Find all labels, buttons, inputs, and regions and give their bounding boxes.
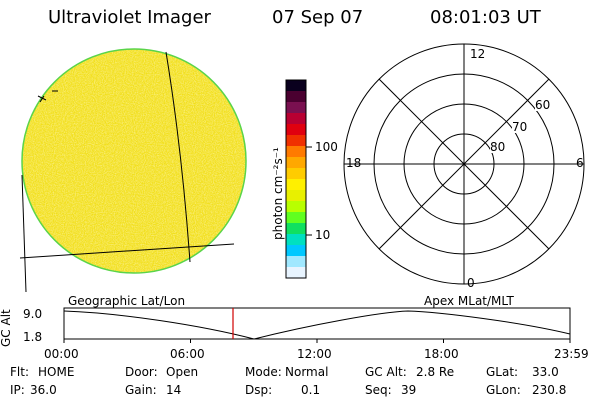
colorbar-segment bbox=[286, 234, 306, 246]
orbit-right-header: Apex MLat/MLT bbox=[424, 294, 514, 308]
info-gcalt-label: GC Alt: bbox=[365, 365, 407, 379]
info-ip-value: 36.0 bbox=[30, 383, 57, 397]
orbit-altitude-curve bbox=[63, 310, 571, 340]
info-flt-label: Flt: bbox=[10, 365, 29, 379]
instrument-title: Ultraviolet Imager bbox=[48, 7, 211, 28]
polar-label-12: 12 bbox=[470, 47, 486, 61]
colorbar-segment bbox=[286, 245, 306, 257]
colorbar-gradient bbox=[286, 80, 306, 279]
terminator-mark bbox=[37, 90, 58, 103]
info-gcalt-value: 2.8 Re bbox=[416, 365, 455, 379]
info-glon-value: 230.8 bbox=[532, 383, 567, 397]
colorbar-segment bbox=[286, 102, 306, 114]
info-mode-label: Mode: bbox=[245, 365, 282, 379]
info-door-label: Door: bbox=[125, 365, 158, 379]
orbit-left-header: Geographic Lat/Lon bbox=[68, 294, 186, 308]
colorbar-segment bbox=[286, 201, 306, 213]
polar-label-6: 6 bbox=[576, 156, 584, 170]
colorbar-segment bbox=[286, 80, 306, 92]
colorbar-tick-label-100: 100 bbox=[315, 140, 338, 154]
colorbar-segment bbox=[286, 91, 306, 103]
orbit-x-tick-label: 12:00 bbox=[297, 347, 332, 361]
orbit-x-tick-label: 18:00 bbox=[424, 347, 459, 361]
orbit-x-tick-label: 00:00 bbox=[44, 347, 79, 361]
time-label: 08:01:03 UT bbox=[430, 7, 541, 28]
info-seq-value: 39 bbox=[401, 383, 417, 397]
colorbar-segment bbox=[286, 135, 306, 147]
colorbar-segment bbox=[286, 267, 306, 279]
info-glat-label: GLat: bbox=[486, 365, 519, 379]
info-glat-value: 33.0 bbox=[532, 365, 559, 379]
colorbar-segment bbox=[286, 168, 306, 180]
colorbar-frame bbox=[285, 79, 307, 279]
colorbar-segment bbox=[286, 124, 306, 136]
info-dsp-label: Dsp: bbox=[245, 383, 273, 397]
date-label: 07 Sep 07 bbox=[272, 7, 364, 28]
colorbar-segment bbox=[286, 212, 306, 224]
colorbar-segment bbox=[286, 223, 306, 235]
polar-diagonal-b bbox=[378, 78, 550, 250]
orbit-x-tick-label: 23:59 bbox=[554, 347, 589, 361]
colorbar-segment bbox=[286, 113, 306, 125]
polar-lat-label-60: 60 bbox=[535, 98, 551, 112]
uv-image-texture bbox=[22, 49, 246, 273]
info-dsp-value: 0.1 bbox=[301, 383, 321, 397]
orbit-x-tick-label: 06:00 bbox=[170, 347, 205, 361]
longitude-line-west bbox=[21, 174, 27, 293]
longitude-line bbox=[165, 51, 191, 263]
colorbar-segment bbox=[286, 256, 306, 268]
info-mode-value: Normal bbox=[285, 365, 329, 379]
uv-image-border bbox=[21, 48, 247, 274]
info-door-value: Open bbox=[166, 365, 199, 379]
colorbar-tick-label-10: 10 bbox=[315, 228, 331, 242]
polar-label-18: 18 bbox=[346, 156, 362, 170]
orbit-y-tick-min: 1.8 bbox=[23, 330, 43, 344]
polar-lat-label-70: 70 bbox=[512, 120, 528, 134]
orbit-plot-frame bbox=[63, 307, 571, 340]
info-glon-label: GLon: bbox=[486, 383, 521, 397]
colorbar-segment bbox=[286, 190, 306, 202]
colorbar-segment bbox=[286, 146, 306, 158]
info-flt-value: HOME bbox=[38, 365, 75, 379]
colorbar-segment bbox=[286, 157, 306, 169]
info-seq-label: Seq: bbox=[365, 383, 392, 397]
orbit-y-tick-max: 9.0 bbox=[23, 307, 43, 321]
polar-lat-label-80: 80 bbox=[490, 140, 506, 154]
info-ip-label: IP: bbox=[10, 383, 25, 397]
colorbar-segment bbox=[286, 179, 306, 191]
polar-label-0: 0 bbox=[467, 276, 475, 290]
latitude-line bbox=[19, 243, 235, 259]
info-gain-label: Gain: bbox=[125, 383, 157, 397]
info-gain-value: 14 bbox=[166, 383, 182, 397]
